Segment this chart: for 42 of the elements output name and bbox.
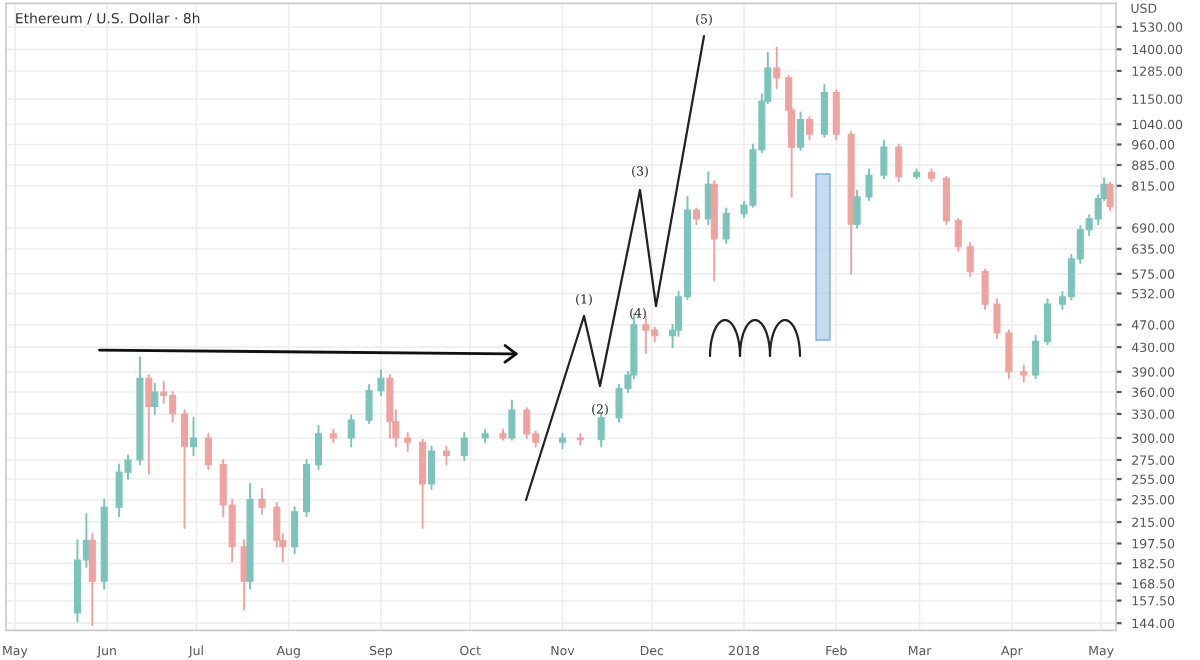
candlestick [966,241,974,278]
candlestick [576,432,584,446]
candlestick [204,432,212,471]
candlestick [865,168,873,202]
candlestick [523,406,531,439]
candlestick [805,116,814,141]
candlestick [145,374,153,476]
candlestick [797,111,805,151]
candlestick [508,399,516,441]
candlestick [386,374,394,439]
candlestick [347,414,355,448]
candlestick [993,298,1001,340]
candlestick [722,207,730,244]
candlestick [642,315,650,355]
candlestick [1005,329,1013,380]
candlestick [428,445,436,491]
candlestick [365,384,373,425]
candlestick [1032,334,1040,380]
candlestick [258,488,266,515]
candlestick [303,458,311,518]
candlestick [419,438,427,529]
candlestick [460,432,468,461]
candlestick [954,217,962,252]
candlestick [820,84,828,138]
candlestick [942,175,950,226]
candlestick [880,139,888,180]
candlestick [1106,181,1114,212]
candlestick [773,46,781,90]
candlestick [314,424,322,471]
candlestick [181,409,189,529]
candlestick [895,143,903,183]
candlestick [377,369,385,397]
candlestick [189,416,198,457]
candlestick [88,533,96,626]
candlestick [853,189,861,229]
candlestick [981,268,989,311]
candlestick [597,412,605,448]
candlestick [151,382,159,415]
candlestick [442,445,450,466]
candlestick [1044,298,1052,346]
candlestick [832,89,840,141]
candlestick [291,506,299,555]
